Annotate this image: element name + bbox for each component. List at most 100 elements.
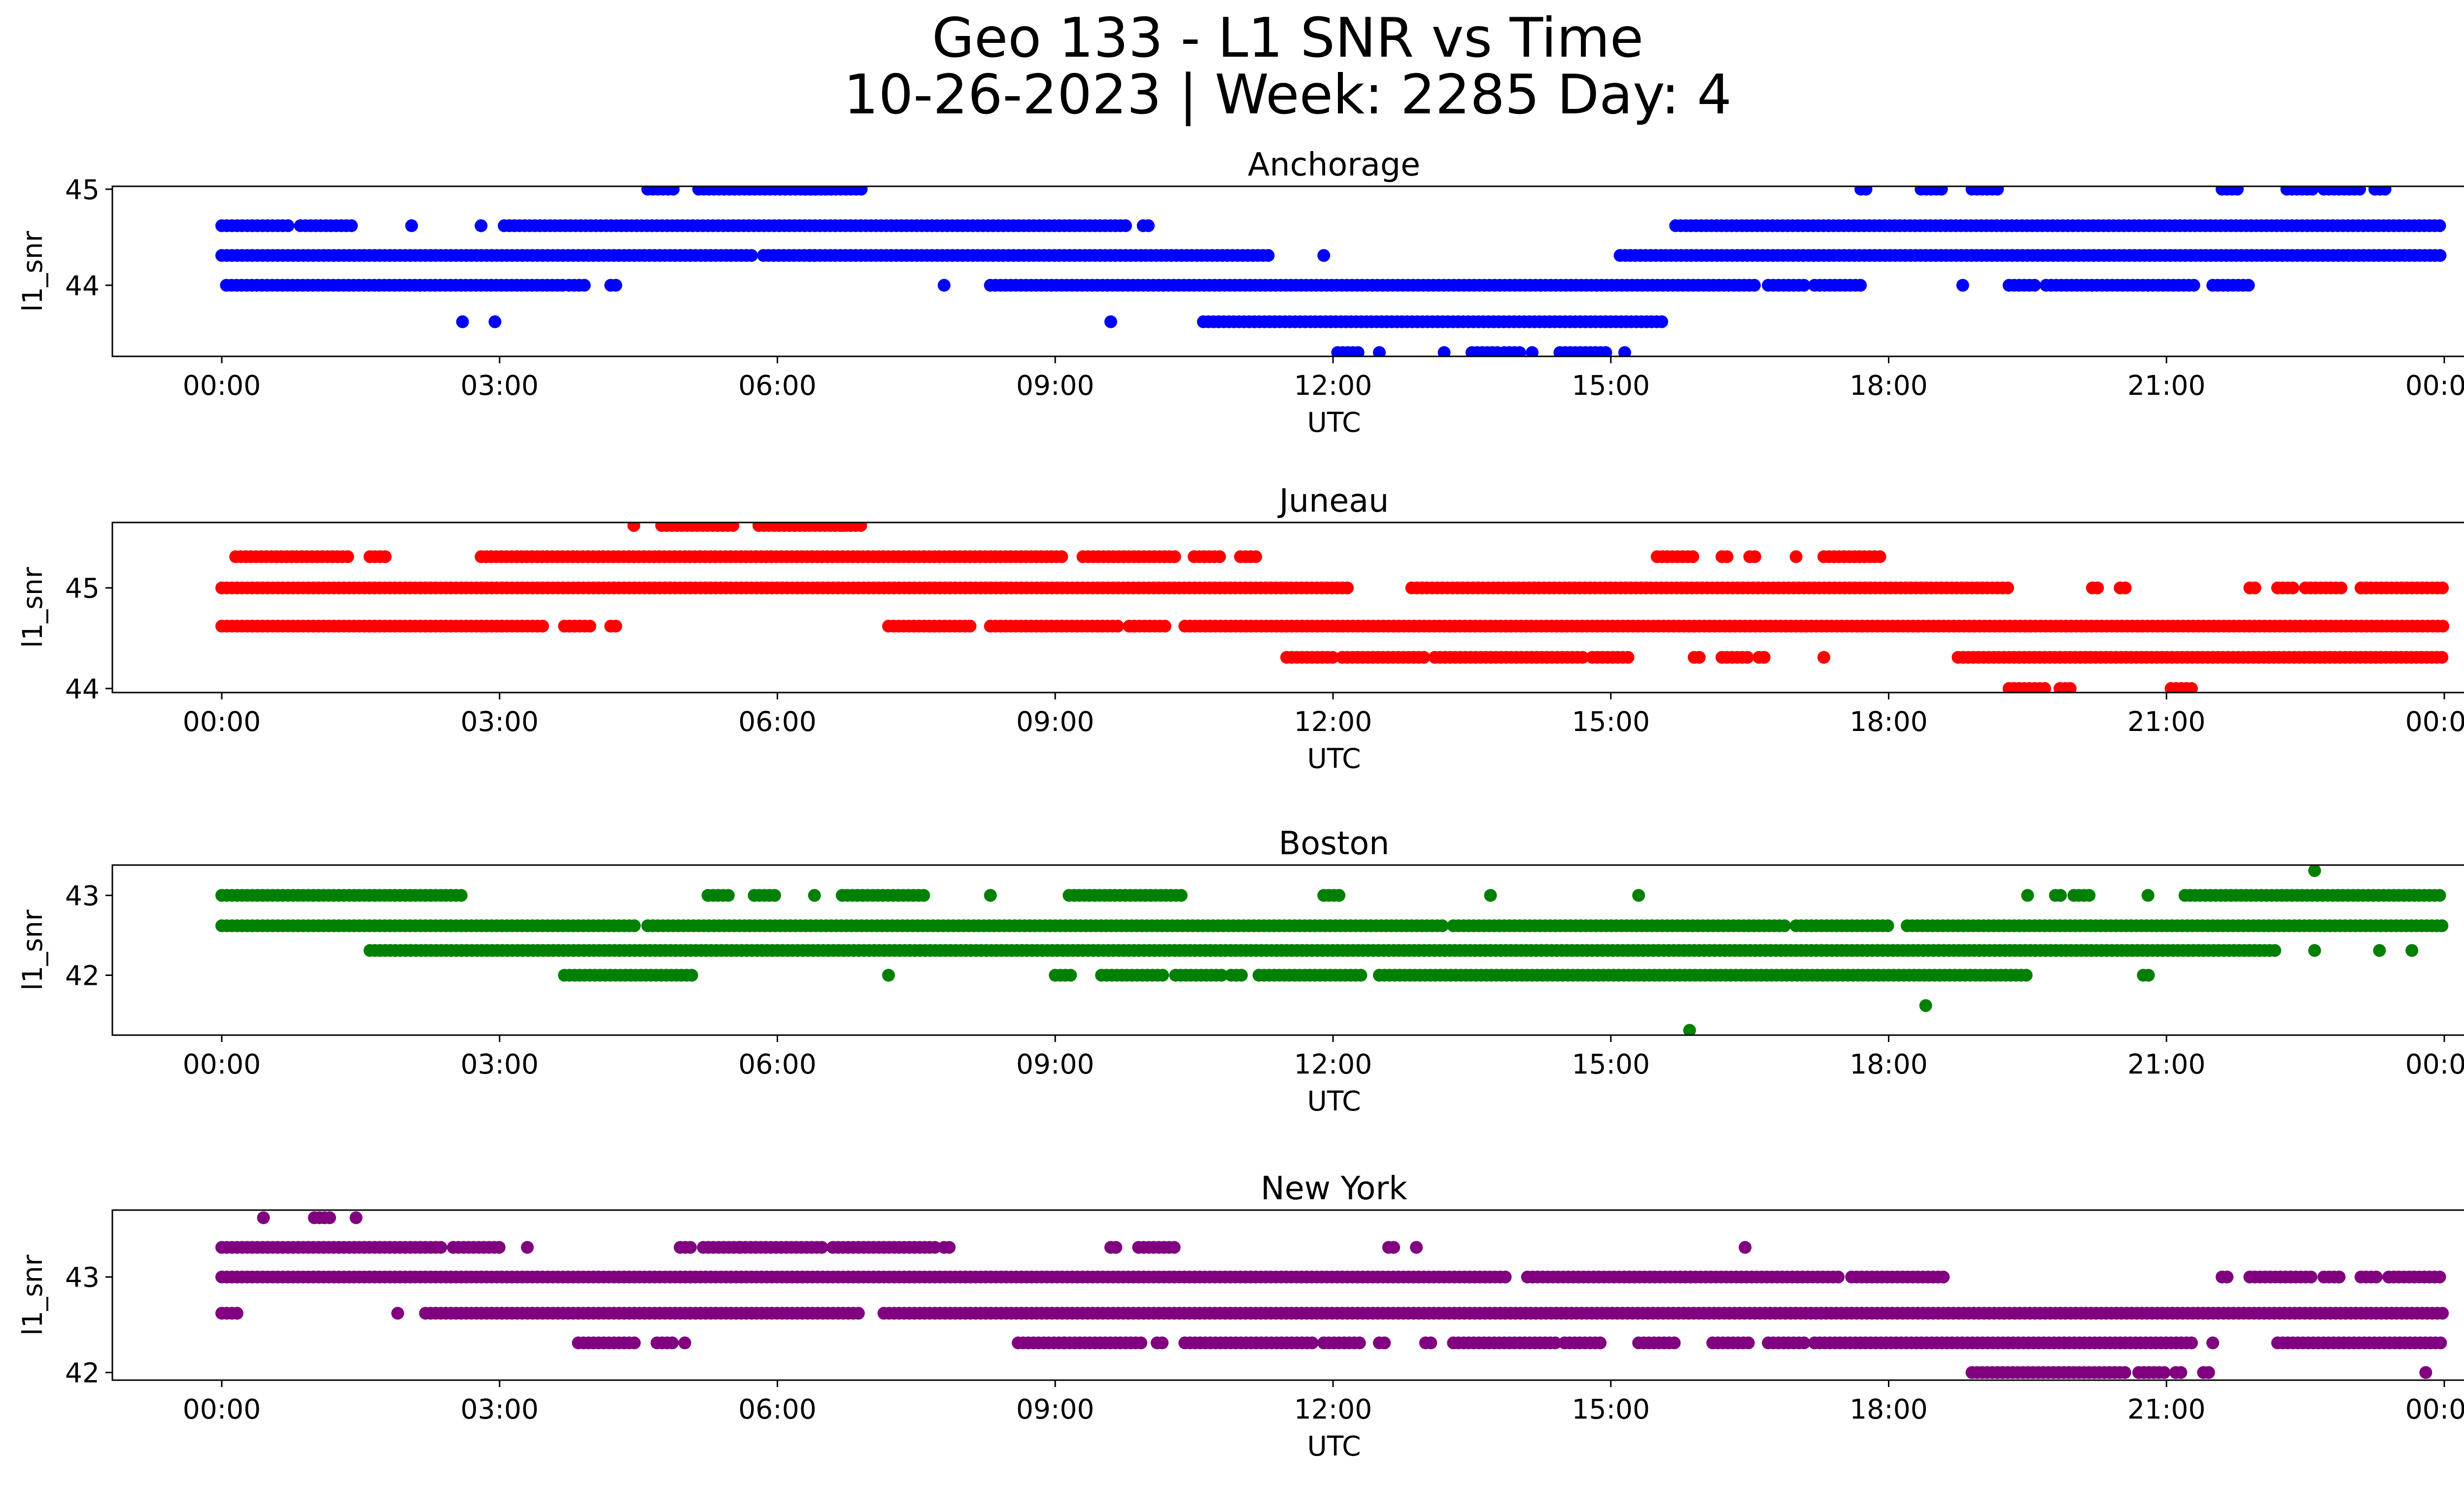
data-point xyxy=(666,1336,679,1350)
data-point xyxy=(628,919,641,933)
data-point xyxy=(1055,550,1068,563)
data-point xyxy=(2001,581,2014,594)
data-point xyxy=(2353,186,2366,196)
x-tick-label: 09:00 xyxy=(1016,706,1095,737)
data-point xyxy=(768,889,781,902)
data-point xyxy=(1156,969,1169,982)
y-axis-label: l1_snr xyxy=(17,909,48,990)
data-point xyxy=(1064,969,1077,982)
data-point xyxy=(2019,969,2033,982)
data-point xyxy=(2436,620,2450,633)
data-point xyxy=(1991,186,2004,196)
data-point xyxy=(2206,1336,2220,1350)
x-tick-label: 15:00 xyxy=(1572,706,1650,737)
data-point xyxy=(1742,1336,1755,1350)
x-tick-label: 12:00 xyxy=(1294,706,1372,737)
x-tick-label: 00:00 xyxy=(2405,706,2464,737)
data-point xyxy=(349,1211,363,1224)
data-point xyxy=(1859,186,1873,196)
data-point xyxy=(685,969,698,982)
x-tick-label: 21:00 xyxy=(2127,1048,2206,1080)
data-point xyxy=(1686,550,1700,563)
data-point xyxy=(984,889,997,902)
data-point xyxy=(2187,278,2200,292)
data-point xyxy=(1354,969,1368,982)
data-point xyxy=(2433,249,2447,262)
data-point xyxy=(1333,889,1346,902)
data-point xyxy=(1378,1336,1391,1350)
y-tick-label: 45 xyxy=(65,573,100,604)
data-point xyxy=(345,219,358,232)
x-tick-label: 18:00 xyxy=(1849,1393,1928,1425)
data-point xyxy=(1249,550,1263,563)
x-tick-label: 09:00 xyxy=(1016,1048,1095,1080)
data-point xyxy=(808,889,821,902)
data-point xyxy=(1499,1270,1512,1284)
y-tick-label: 43 xyxy=(65,880,100,912)
data-point xyxy=(1174,889,1188,902)
data-point xyxy=(2436,581,2449,594)
data-point xyxy=(1353,1336,1366,1350)
data-point xyxy=(628,1336,641,1350)
data-point xyxy=(1168,550,1181,563)
data-point xyxy=(405,219,418,232)
data-point xyxy=(1213,550,1226,563)
scatter-points xyxy=(215,522,2450,693)
data-point xyxy=(2118,1366,2131,1379)
x-tick-label: 15:00 xyxy=(1572,1048,1650,1080)
data-point xyxy=(1881,919,1894,933)
data-point xyxy=(1683,1024,1696,1035)
y-tick-label: 42 xyxy=(65,1357,100,1389)
x-tick-label: 09:00 xyxy=(1016,1393,1095,1425)
y-axis-label: l1_snr xyxy=(17,1254,48,1335)
data-point xyxy=(1526,346,1539,356)
x-tick-label: 03:00 xyxy=(460,370,539,401)
x-axis-label: UTC xyxy=(1307,407,1361,438)
data-point xyxy=(2286,581,2299,594)
data-point xyxy=(1262,249,1275,262)
data-point xyxy=(1341,581,1354,594)
axes-frame xyxy=(111,864,2464,1036)
data-point xyxy=(2231,186,2244,196)
x-tick-label: 21:00 xyxy=(2127,1393,2206,1425)
data-point xyxy=(1748,550,1761,563)
data-point xyxy=(1832,1270,1845,1284)
data-point xyxy=(1424,1336,1437,1350)
x-tick-label: 00:00 xyxy=(2405,1048,2464,1080)
data-point xyxy=(2436,1307,2449,1320)
data-point xyxy=(852,1307,865,1320)
data-point xyxy=(1720,550,1734,563)
data-point xyxy=(684,1241,697,1254)
data-point xyxy=(1621,651,1635,664)
x-axis-label: UTC xyxy=(1307,1085,1361,1117)
data-point xyxy=(1235,969,1248,982)
axes-frame xyxy=(111,1209,2464,1381)
data-point xyxy=(492,1241,506,1254)
data-point xyxy=(2369,1270,2383,1284)
x-tick-label: 03:00 xyxy=(460,706,539,737)
data-point xyxy=(1668,1336,1681,1350)
data-point xyxy=(1935,186,1948,196)
subplot-title: Juneau xyxy=(1277,483,1389,520)
data-point xyxy=(1594,1336,1607,1350)
data-point xyxy=(1797,278,1811,292)
data-point xyxy=(1373,346,1386,356)
data-point xyxy=(2157,1366,2171,1379)
data-point xyxy=(1741,651,1754,664)
y-tick-label: 45 xyxy=(65,174,100,206)
data-point xyxy=(521,1241,534,1254)
data-point xyxy=(1156,1336,1169,1350)
x-tick-label: 06:00 xyxy=(738,706,817,737)
data-point xyxy=(1134,1336,1148,1350)
data-point xyxy=(917,889,930,902)
x-tick-label: 03:00 xyxy=(460,1048,539,1080)
data-point xyxy=(2174,1366,2188,1379)
data-point xyxy=(836,522,849,532)
y-tick-label: 44 xyxy=(65,270,100,302)
subplot-title: Anchorage xyxy=(1248,146,1420,183)
data-point xyxy=(1599,346,1612,356)
data-point xyxy=(578,278,591,292)
data-point xyxy=(475,219,488,232)
